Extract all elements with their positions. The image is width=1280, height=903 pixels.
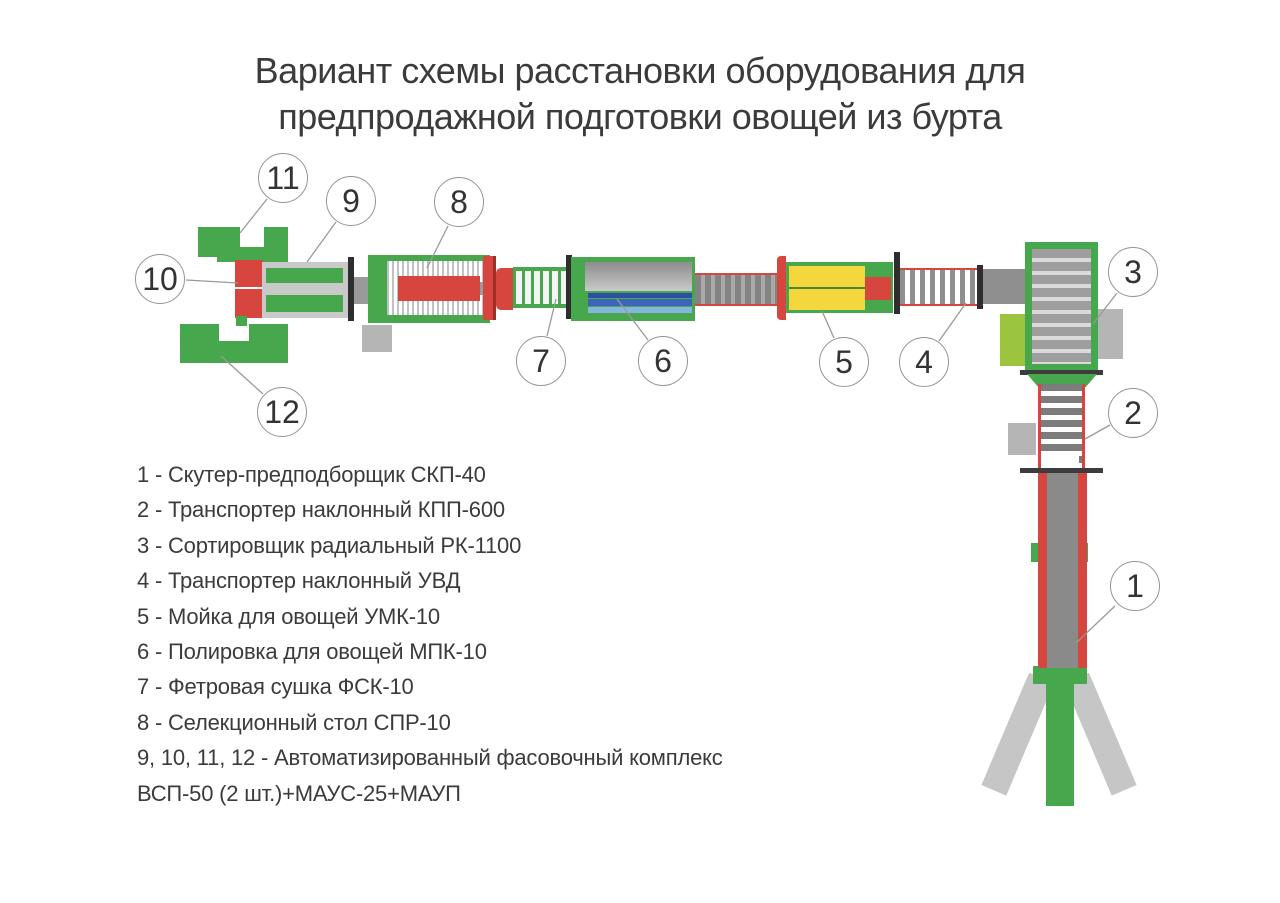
scooter-1-rail-left: [1038, 473, 1047, 668]
callout-circle-11: 11: [258, 153, 308, 203]
callout-label-2: 2: [1124, 394, 1142, 431]
leader-5: [821, 310, 835, 339]
polisher-6-brush-light: [588, 307, 692, 313]
callout-label-1: 1: [1126, 567, 1144, 604]
felt-dryer-7-bellows: [513, 267, 567, 308]
polisher-6-drum: [585, 262, 692, 291]
scooter-1-rail-right: [1078, 473, 1087, 668]
leader-8: [426, 225, 449, 269]
washer-5-end-cap-left: [777, 256, 786, 320]
incline-conveyor-2: [1038, 384, 1085, 470]
callout-label-5: 5: [835, 343, 853, 380]
sorter-3-funnel: [1027, 374, 1097, 387]
washer-5-end-plate: [894, 252, 900, 314]
callout-circle-9: 9: [326, 176, 376, 226]
sorter-3-flange: [1020, 370, 1103, 375]
callout-label-11: 11: [266, 159, 300, 196]
washer-5-outlet: [865, 277, 891, 300]
callout-circle-7: 7: [516, 336, 566, 386]
selection-table-8-end-cap: [483, 256, 496, 320]
leader-10: [185, 279, 239, 284]
packing-conveyor-9-belt-bottom: [266, 295, 343, 312]
incline-conveyor-4: [900, 268, 978, 306]
legend-item-8: 8 - Селекционный стол СПР-10: [137, 709, 451, 735]
conveyor-2-lower-gap: [1041, 456, 1079, 468]
callout-circle-5: 5: [819, 337, 869, 387]
sorter-3-rollers: [1032, 249, 1091, 364]
scooter-1-tab-left: [1031, 543, 1039, 562]
leader-9: [306, 221, 337, 263]
packing-unit-10-lower: [235, 289, 263, 318]
conveyor-2-flange: [1020, 468, 1103, 473]
callout-label-10: 10: [142, 260, 178, 297]
conveyor-2-drive-block: [1008, 423, 1036, 455]
callout-label-12: 12: [264, 393, 300, 430]
polisher-6-brush-mid: [588, 299, 692, 306]
callout-circle-1: 1: [1110, 561, 1160, 611]
shaft-4-to-3: [983, 269, 1028, 304]
scooter-1-center-leg: [1046, 684, 1074, 806]
callout-circle-2: 2: [1108, 388, 1158, 438]
washer-5-water-line: [789, 287, 865, 289]
packing-unit-12-tab-right: [249, 324, 288, 342]
legend-item-4: 4 - Транспортер наклонный УВД: [137, 568, 461, 594]
leader-7: [546, 298, 557, 337]
diagram-title: Вариант схемы расстановки оборудования д…: [0, 48, 1280, 140]
packing-unit-11-block-right: [264, 227, 288, 261]
sorter-3-side-unit: [1000, 314, 1029, 366]
sorter-3-motor-block: [1098, 309, 1123, 359]
legend-item-1: 1 - Скутер-предподборщик СКП-40: [137, 462, 486, 487]
legend-item-9: 9, 10, 11, 12 - Автоматизированный фасов…: [137, 745, 723, 771]
shaft-9-to-8: [354, 277, 370, 304]
callout-label-8: 8: [450, 183, 468, 220]
legend-item-3: 3 - Сортировщик радиальный РК-1100: [137, 532, 522, 558]
callout-circle-12: 12: [257, 387, 307, 437]
felt-dryer-7-coupler: [496, 268, 513, 310]
packing-unit-12-tab-left: [180, 324, 219, 342]
packing-conveyor-9-belt-top: [266, 268, 343, 283]
scooter-1-crossbar: [1033, 666, 1087, 684]
leader-3: [1092, 292, 1118, 325]
callout-label-3: 3: [1124, 253, 1142, 290]
callout-label-9: 9: [342, 182, 360, 219]
legend: 1 - Скутер-предподборщик СКП-40 2 - Тран…: [137, 457, 723, 811]
leader-6: [616, 298, 649, 341]
incline-conveyor-4-end-plate: [977, 265, 983, 309]
packing-conveyor-9-end-plate: [348, 257, 354, 321]
legend-item-2: 2 - Транспортер наклонный КПП-600: [137, 497, 505, 523]
leader-12: [220, 355, 264, 395]
packing-unit-12-base: [180, 341, 288, 363]
title-line-1: Вариант схемы расстановки оборудования д…: [254, 50, 1026, 91]
polisher-6-brush-dark: [588, 293, 692, 298]
felt-dryer-7-end-plate: [566, 255, 572, 319]
callout-circle-8: 8: [434, 177, 484, 227]
legend-item-9-cont: ВСП-50 (2 шт.)+МАУС-25+МАУП: [137, 780, 461, 806]
legend-item-7: 7 - Фетровая сушка ФСК-10: [137, 674, 414, 700]
leader-1: [1075, 605, 1116, 644]
callout-circle-6: 6: [638, 336, 688, 386]
selection-table-8-belt: [398, 276, 480, 301]
callout-circle-3: 3: [1108, 247, 1158, 297]
callout-label-7: 7: [532, 342, 550, 379]
title-line-2: предпродажной подготовки овощей из бурта: [278, 96, 1002, 137]
packing-unit-10-upper: [235, 260, 263, 287]
callout-circle-10: 10: [135, 254, 185, 304]
callout-label-6: 6: [654, 342, 672, 379]
packing-unit-12-stem: [236, 316, 247, 326]
leader-11: [239, 198, 268, 234]
legend-item-6: 6 - Полировка для овощей МПК-10: [137, 639, 487, 665]
conveyor-6-to-5: [695, 273, 777, 306]
leader-2: [1084, 424, 1111, 440]
leader-4: [938, 302, 967, 342]
selection-table-8-foot: [362, 325, 392, 352]
callout-circle-4: 4: [899, 337, 949, 387]
callout-label-4: 4: [915, 343, 933, 380]
legend-item-5: 5 - Мойка для овощей УМК-10: [137, 603, 440, 629]
scooter-1-boom: [1047, 473, 1078, 668]
